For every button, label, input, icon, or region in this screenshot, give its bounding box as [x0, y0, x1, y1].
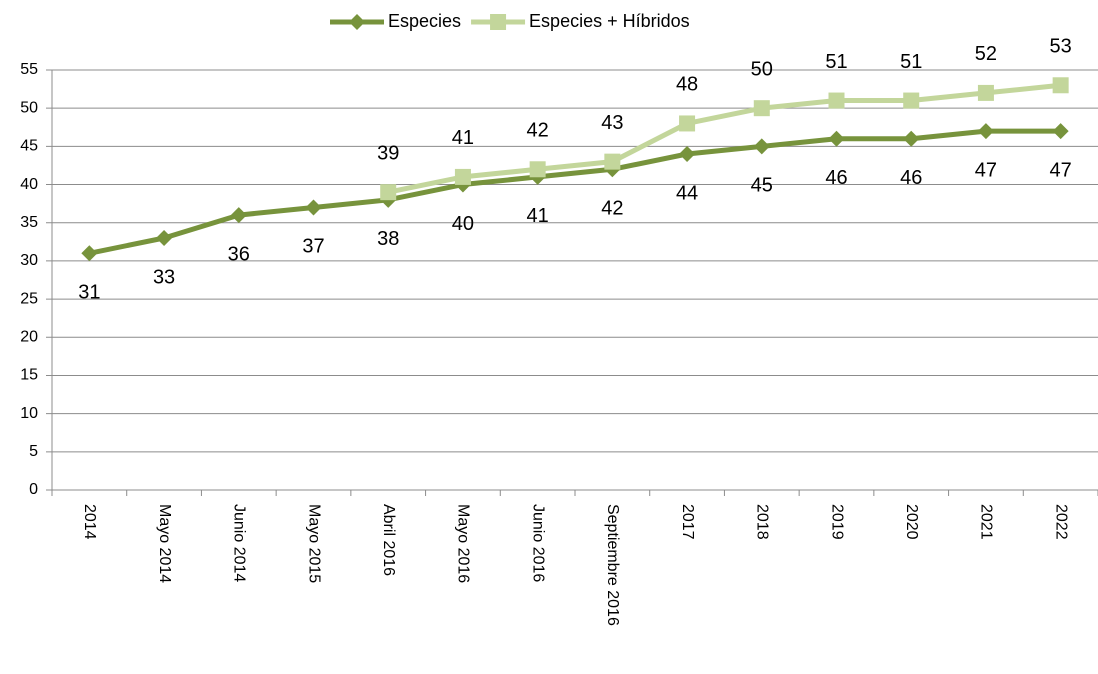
x-tick-label: Junio 2016	[529, 504, 546, 582]
y-tick-label: 30	[20, 252, 38, 269]
marker	[490, 14, 507, 30]
marker	[977, 123, 994, 140]
series-line	[88, 128, 1061, 256]
marker	[81, 245, 98, 262]
x-tick-label: Mayo 2014	[156, 504, 173, 583]
marker	[828, 130, 845, 147]
y-tick-label: 50	[20, 99, 38, 116]
y-tick-label: 25	[20, 290, 38, 307]
marker	[604, 153, 621, 170]
x-tick-label: 2018	[754, 504, 771, 540]
x-tick-label: 2022	[1052, 504, 1069, 540]
x-tick-label: 2021	[978, 504, 995, 540]
data-label: 52	[975, 43, 997, 65]
data-label: 46	[825, 167, 847, 189]
x-tick-label: Mayo 2015	[305, 504, 322, 583]
x-tick-label: 2014	[81, 504, 98, 540]
x-tick-label: 2020	[903, 504, 920, 540]
marker	[380, 184, 397, 201]
data-label: 31	[78, 282, 100, 304]
data-label: 42	[601, 198, 623, 220]
data-label: 47	[975, 159, 997, 181]
data-label: 40	[452, 213, 474, 235]
marker	[349, 14, 365, 30]
y-tick-label: 45	[20, 138, 38, 155]
marker	[903, 130, 920, 147]
data-label: 36	[228, 243, 250, 265]
x-tick-label: Septiembre 2016	[604, 504, 621, 626]
data-label: 41	[527, 205, 549, 227]
x-tick-label: Abril 2016	[380, 504, 397, 576]
data-label: 53	[1050, 36, 1072, 58]
y-tick-label: 35	[20, 214, 38, 231]
marker	[230, 207, 247, 224]
marker	[305, 199, 322, 216]
series-line	[387, 82, 1061, 195]
data-label: 45	[751, 175, 773, 197]
marker	[1052, 77, 1069, 94]
data-label: 42	[527, 120, 549, 142]
data-label: 38	[377, 228, 399, 250]
marker	[679, 115, 696, 132]
y-tick-label: 55	[20, 61, 38, 78]
legend-label: Especies + Híbridos	[529, 11, 690, 31]
data-label: 50	[751, 58, 773, 80]
data-label: 41	[452, 127, 474, 149]
marker	[753, 100, 770, 117]
y-tick-label: 20	[20, 328, 38, 345]
data-label: 39	[377, 142, 399, 164]
marker	[828, 92, 845, 109]
data-label: 44	[676, 182, 698, 204]
x-tick-label: Mayo 2016	[455, 504, 472, 583]
marker	[529, 161, 546, 178]
marker	[753, 138, 770, 155]
y-tick-label: 10	[20, 405, 38, 422]
y-tick-label: 40	[20, 176, 38, 193]
y-tick-label: 5	[29, 443, 38, 460]
x-tick-label: Junio 2014	[231, 504, 248, 582]
marker	[156, 230, 173, 246]
data-label: 51	[825, 51, 847, 73]
data-label: 51	[900, 51, 922, 73]
y-tick-label: 15	[20, 367, 38, 384]
data-label: 33	[153, 266, 175, 288]
data-label: 37	[302, 236, 324, 258]
x-tick-label: 2017	[679, 504, 696, 540]
data-label: 48	[676, 74, 698, 96]
marker	[977, 84, 994, 101]
y-tick-label: 0	[29, 481, 38, 498]
marker	[903, 92, 920, 109]
marker	[454, 168, 471, 185]
marker	[679, 146, 696, 162]
marker	[1052, 123, 1069, 140]
data-label: 46	[900, 167, 922, 189]
x-tick-label: 2019	[828, 504, 845, 540]
data-label: 47	[1050, 159, 1072, 181]
data-label: 43	[601, 112, 623, 134]
legend-label: Especies	[388, 11, 461, 31]
